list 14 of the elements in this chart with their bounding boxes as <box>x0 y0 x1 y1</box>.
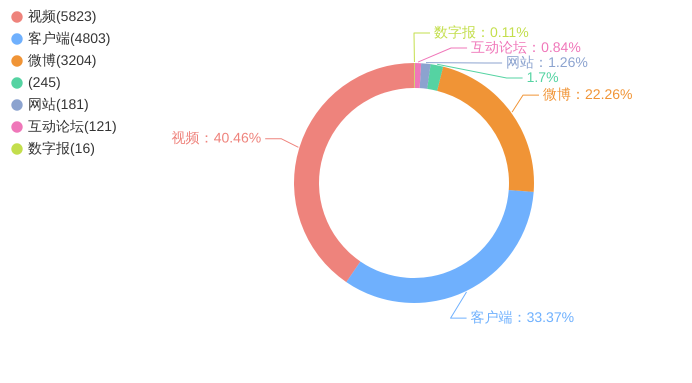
legend-label: (245) <box>28 74 61 90</box>
legend-label: 视频(5823) <box>28 8 96 24</box>
legend-label: 网站(181) <box>28 96 89 112</box>
legend-label: 数字报(16) <box>28 140 95 156</box>
legend-label: 互动论坛(121) <box>28 118 117 134</box>
data-label: 微博：22.26% <box>542 86 632 102</box>
legend-label: 客户端(4803) <box>28 30 110 46</box>
data-label: 数字报：0.11% <box>434 24 529 40</box>
data-label: 互动论坛：0.84% <box>471 39 581 55</box>
data-label: 1.7% <box>526 69 559 85</box>
data-label: 网站：1.26% <box>506 54 588 70</box>
data-label: 客户端：33.37% <box>470 309 574 326</box>
legend-label: 微博(3204) <box>28 52 96 68</box>
data-label: 视频：40.46% <box>172 130 262 146</box>
